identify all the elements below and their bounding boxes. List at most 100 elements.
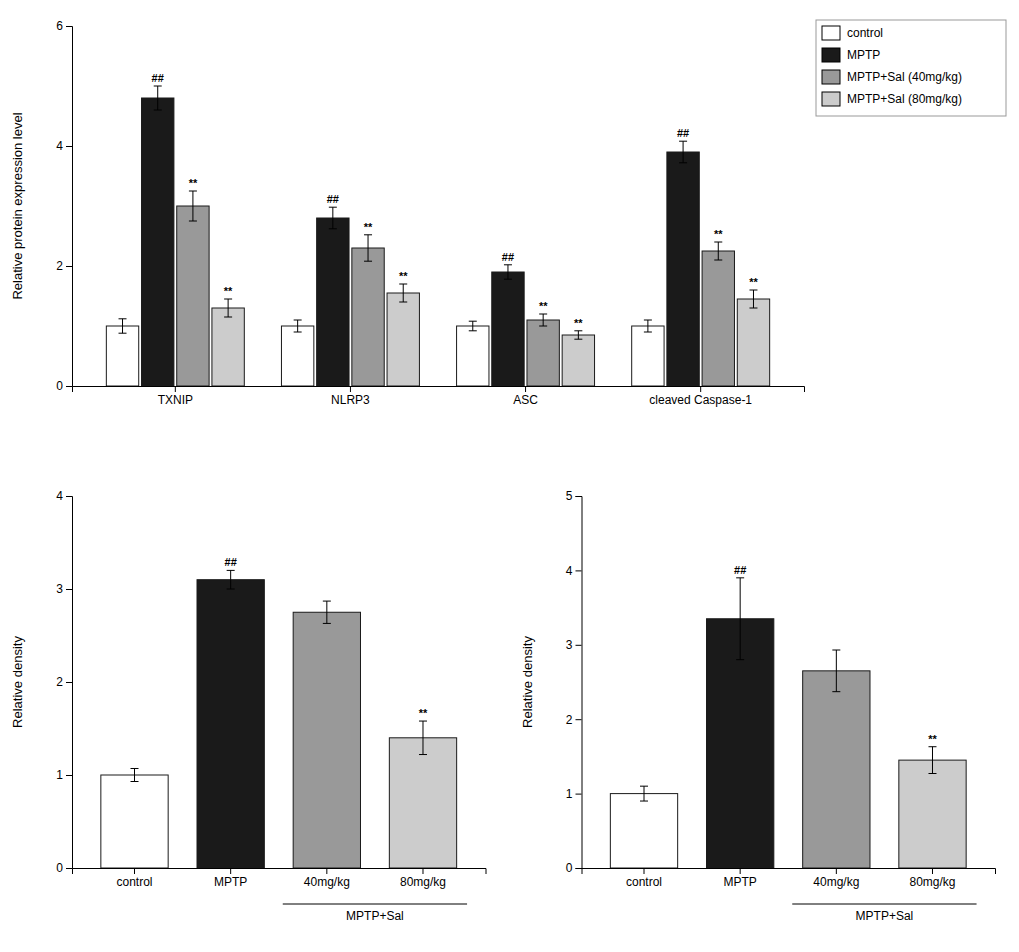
tick-label: 5 [566,489,573,503]
y-axis-title: Relative protein expression level [10,112,25,299]
annotation: ** [189,177,198,189]
bar [702,251,734,386]
bar [197,580,264,868]
x-tick: control [626,868,662,889]
error-bar [154,86,162,110]
y-axis-title: Relative density [10,636,25,728]
tick-mark [326,868,327,874]
axis-line [73,387,805,393]
legend-swatch [822,70,840,84]
x-tick: control [116,868,152,889]
plot-marks [101,570,457,868]
x-tick: ASC [513,386,538,407]
bar [293,612,360,868]
annotations: ##**MPTP+Sal [734,564,977,923]
bar [352,248,384,386]
legend-frame [816,20,1006,116]
tick-mark [740,868,741,874]
tick-label: 4 [56,489,63,503]
bracket [283,904,467,905]
x-axis: control MPTP 40mg/kg 80mg/kg [73,868,487,889]
chart: 0246TXNIPNLRP3ASCcleaved Caspase-1Relati… [10,19,1006,406]
tick-mark [644,868,645,874]
annotation: ## [734,564,746,576]
annotation: ## [502,251,514,263]
tick-label: 80mg/kg [909,875,955,889]
y-axis-title: Relative density [520,636,535,728]
tick-mark [66,496,72,497]
tick-label: 40mg/kg [304,875,350,889]
bar [737,299,769,386]
x-tick: TXNIP [158,386,193,407]
tick-mark [66,386,72,387]
tick-mark [700,386,701,392]
error-bar [736,578,744,660]
tick-mark [525,386,526,392]
tick-label: 1 [56,768,63,782]
error-bar [679,141,687,163]
tick-mark [66,146,72,147]
tick-label: 80mg/kg [400,875,446,889]
tick-label: MPTP [723,875,756,889]
bar [899,760,966,868]
tick-mark [350,386,351,392]
bar [667,152,699,386]
tick-label: 6 [56,19,63,33]
chart: 012345controlMPTP40mg/kg80mg/kgRelative … [520,489,996,923]
error-bar [294,320,302,332]
y-tick: 2 [56,675,72,689]
annotations: ##**MPTP+Sal [225,556,468,923]
error-bar [504,265,512,279]
error-bar [644,320,652,332]
legend-label: MPTP+Sal (80mg/kg) [847,92,962,106]
bar [212,308,244,386]
bar [457,326,489,386]
tick-mark [134,868,135,874]
error-bar [323,601,331,623]
tick-mark [576,719,582,720]
y-tick: 4 [56,139,72,153]
legend: control MPTP MPTP+Sal (40mg/kg) MPTP+Sal (8… [816,20,1006,116]
error-bar [640,786,648,801]
y-tick: 2 [566,713,582,727]
error-bar [399,284,407,302]
error-bar [714,242,722,260]
y-tick: 3 [56,582,72,596]
annotation: ** [399,270,408,282]
annotation: MPTP+Sal [856,909,914,923]
tick-label: 0 [56,861,63,875]
annotation: ** [419,707,428,719]
tick-label: 4 [566,564,573,578]
tick-label: 2 [566,713,573,727]
error-bar [131,768,139,781]
axis-line [66,27,73,387]
annotation: ** [539,300,548,312]
annotation: ## [327,193,339,205]
plot-marks [610,578,966,868]
annotation: ## [677,127,689,139]
y-tick: 6 [56,19,72,33]
bar [142,98,174,386]
legend-label: MPTP [847,48,880,62]
tick-mark [66,775,72,776]
legend-item: control [822,26,883,40]
x-tick: MPTP [214,868,247,889]
legend-item: MPTP+Sal (40mg/kg) [822,70,962,84]
bar [610,794,677,868]
error-bar [749,290,757,308]
axis-line [66,497,73,869]
tick-mark [576,570,582,571]
legend-swatch [822,48,840,62]
y-tick: 5 [566,489,582,503]
bar [281,326,313,386]
legend-item: MPTP [822,48,880,62]
annotation: ** [714,228,723,240]
legend-label: MPTP+Sal (40mg/kg) [847,70,962,84]
error-bar [364,235,372,261]
bar [389,738,456,868]
legend-swatch [822,92,840,106]
x-tick: NLRP3 [331,386,370,407]
tick-label: 1 [566,787,573,801]
y-tick: 1 [566,787,582,801]
x-tick: 40mg/kg [304,868,350,889]
